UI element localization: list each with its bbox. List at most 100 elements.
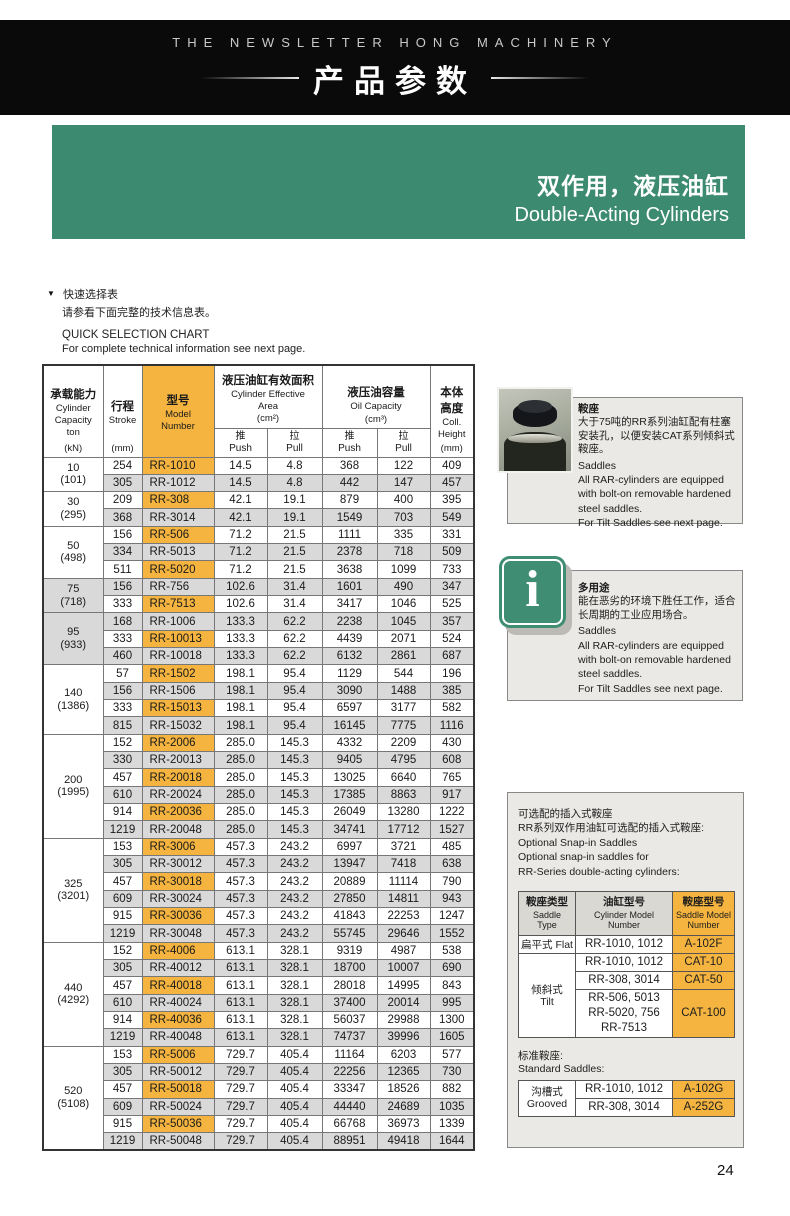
model-cell: RR-20013 bbox=[141, 751, 215, 770]
height-cell: 608 bbox=[429, 751, 475, 770]
stroke-cell: 609 bbox=[102, 889, 143, 909]
pull-area-cell: 19.1 bbox=[266, 491, 323, 510]
stroke-cell: 254 bbox=[102, 456, 143, 475]
height-cell: 395 bbox=[429, 491, 475, 510]
stroke-cell: 610 bbox=[102, 785, 143, 805]
pull-oil-cell: 1099 bbox=[376, 560, 431, 579]
table-row: RR-308, 3014 A-252G bbox=[519, 1097, 735, 1117]
push-area-cell: 613.1 bbox=[213, 993, 268, 1013]
pull-area-cell: 62.2 bbox=[266, 612, 323, 631]
push-area-cell: 457.3 bbox=[213, 872, 268, 891]
push-area-cell: 613.1 bbox=[213, 1028, 268, 1047]
saddle-type-cell: 倾斜式 Tilt bbox=[518, 953, 576, 1039]
pull-area-cell: 21.5 bbox=[266, 560, 323, 579]
capacity-cell: 10 (101) bbox=[42, 456, 104, 493]
stroke-cell: 333 bbox=[102, 595, 143, 614]
push-oil-cell: 88951 bbox=[321, 1132, 378, 1151]
height-cell: 524 bbox=[429, 629, 475, 649]
masthead: THE NEWSLETTER HONG MACHINERY 产品参数 bbox=[0, 20, 790, 115]
pull-oil-cell: 4795 bbox=[376, 751, 431, 770]
subheader-area-push: 推 Push bbox=[213, 427, 268, 458]
push-oil-cell: 20889 bbox=[321, 872, 378, 891]
pull-area-cell: 95.4 bbox=[266, 716, 323, 735]
table-row: 330 RR-20013 285.0 145.3 9405 4795 608 bbox=[43, 751, 475, 770]
stroke-cell: 305 bbox=[102, 473, 143, 493]
height-cell: 1247 bbox=[429, 907, 475, 926]
table-row: 95 (933) 168 RR-1006 133.3 62.2 2238 1045 357 bbox=[42, 612, 475, 666]
stroke-cell: 610 bbox=[102, 993, 143, 1013]
push-area-cell: 198.1 bbox=[213, 681, 268, 701]
height-cell: 538 bbox=[429, 941, 475, 961]
pull-area-cell: 405.4 bbox=[266, 1097, 323, 1116]
table-row: 305 RR-50012 729.7 405.4 22256 12365 730 bbox=[43, 1062, 475, 1082]
subheader-oil-pull: 拉 Pull bbox=[376, 427, 431, 458]
info-note-title-zh: 多用途 bbox=[578, 582, 610, 594]
height-cell: 1527 bbox=[429, 820, 475, 839]
capacity-cell: 30 (295) bbox=[42, 491, 104, 527]
capacity-cell: 520 (5108) bbox=[42, 1045, 104, 1151]
banner-title-en: Double-Acting Cylinders bbox=[514, 204, 729, 226]
pull-area-cell: 145.3 bbox=[266, 785, 323, 805]
pull-area-cell: 328.1 bbox=[266, 1028, 323, 1047]
pull-oil-cell: 2071 bbox=[376, 629, 431, 649]
model-cell: RR-50024 bbox=[141, 1097, 215, 1116]
pull-oil-cell: 335 bbox=[376, 525, 431, 545]
model-cell: RR-2006 bbox=[141, 733, 215, 753]
push-area-cell: 198.1 bbox=[213, 664, 268, 683]
push-oil-cell: 17385 bbox=[321, 785, 378, 805]
push-area-cell: 729.7 bbox=[213, 1132, 268, 1151]
push-area-cell: 198.1 bbox=[213, 699, 268, 718]
pull-oil-cell: 6203 bbox=[376, 1045, 431, 1064]
pull-area-cell: 243.2 bbox=[266, 924, 323, 943]
model-cell: RR-1502 bbox=[141, 664, 215, 683]
stroke-cell: 305 bbox=[102, 1062, 143, 1082]
model-cell: RR-20024 bbox=[141, 785, 215, 805]
pull-area-cell: 405.4 bbox=[266, 1114, 323, 1134]
pull-oil-cell: 11114 bbox=[376, 872, 431, 891]
model-cell: RR-50018 bbox=[141, 1080, 215, 1099]
model-cell: RR-1010 bbox=[141, 456, 215, 475]
height-cell: 385 bbox=[429, 681, 475, 701]
height-cell: 730 bbox=[429, 1062, 475, 1082]
banner-title-zh: 双作用，液压油缸 bbox=[537, 173, 729, 199]
stroke-cell: 334 bbox=[102, 543, 143, 562]
model-cell: RR-40018 bbox=[141, 976, 215, 995]
model-cell: RR-10018 bbox=[141, 647, 215, 666]
info-icon: i bbox=[499, 556, 566, 628]
table-row: 460 RR-10018 133.3 62.2 6132 2861 687 bbox=[43, 647, 475, 666]
push-area-cell: 133.3 bbox=[213, 647, 268, 666]
table-row: 609 RR-30024 457.3 243.2 27850 14811 943 bbox=[43, 889, 475, 909]
height-cell: 882 bbox=[429, 1080, 475, 1099]
pull-oil-cell: 39996 bbox=[376, 1028, 431, 1047]
table-row: 沟槽式 Grooved RR-1010, 1012 A-102G bbox=[518, 1079, 735, 1117]
pull-area-cell: 328.1 bbox=[266, 1010, 323, 1030]
push-oil-cell: 34741 bbox=[321, 820, 378, 839]
pull-oil-cell: 1488 bbox=[376, 681, 431, 701]
pull-area-cell: 19.1 bbox=[266, 508, 323, 527]
model-cell: RR-756 bbox=[141, 577, 215, 597]
pull-area-cell: 4.8 bbox=[266, 473, 323, 493]
saddle-model-cell: A-102G bbox=[672, 1079, 735, 1099]
push-area-cell: 133.3 bbox=[213, 629, 268, 649]
table-row: 815 RR-15032 198.1 95.4 16145 7775 1116 bbox=[43, 716, 475, 735]
pull-area-cell: 21.5 bbox=[266, 543, 323, 562]
table-row: 915 RR-30036 457.3 243.2 41843 22253 1247 bbox=[43, 907, 475, 926]
push-oil-cell: 6997 bbox=[321, 837, 378, 857]
table-row: 50 (498) 156 RR-506 71.2 21.5 1111 335 331 bbox=[42, 525, 475, 579]
saddle-model-cell: CAT-100 bbox=[672, 989, 735, 1039]
stroke-cell: 333 bbox=[102, 699, 143, 718]
table-row: 1219 RR-20048 285.0 145.3 34741 17712 1527 bbox=[43, 820, 475, 839]
model-cell: RR-40036 bbox=[141, 1010, 215, 1030]
pull-oil-cell: 6640 bbox=[376, 768, 431, 787]
pull-area-cell: 328.1 bbox=[266, 941, 323, 961]
model-cell: RR-10013 bbox=[141, 629, 215, 649]
table-row: 333 RR-7513 102.6 31.4 3417 1046 525 bbox=[43, 595, 475, 614]
height-cell: 733 bbox=[429, 560, 475, 579]
saddle-model-cell: CAT-50 bbox=[672, 971, 735, 991]
push-area-cell: 457.3 bbox=[213, 889, 268, 909]
push-oil-cell: 1549 bbox=[321, 508, 378, 527]
intro-zh-title: 快速选择表 bbox=[62, 289, 118, 301]
push-oil-cell: 74737 bbox=[321, 1028, 378, 1047]
table-row: 457 RR-20018 285.0 145.3 13025 6640 765 bbox=[43, 768, 475, 787]
pull-oil-cell: 24689 bbox=[376, 1097, 431, 1116]
